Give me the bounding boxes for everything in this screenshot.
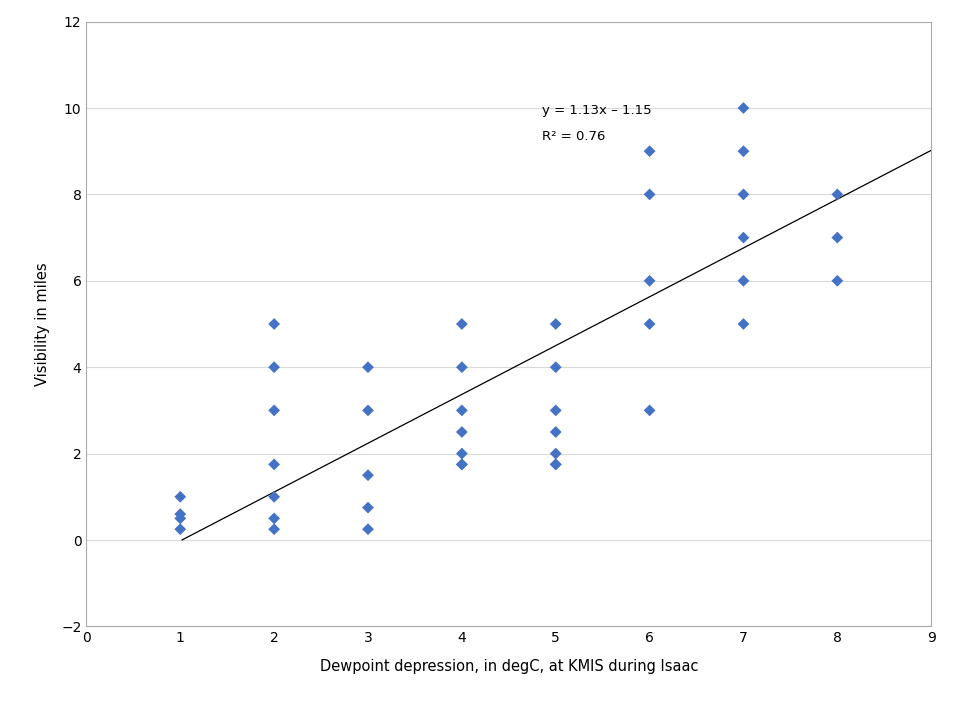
Point — [360, 502, 375, 513]
Y-axis label: Visibility in miles: Visibility in miles — [36, 262, 50, 386]
Point — [642, 405, 658, 416]
Point — [267, 523, 282, 535]
Point — [454, 405, 469, 416]
Point — [548, 361, 564, 373]
Point — [454, 426, 469, 438]
Point — [267, 318, 282, 330]
Point — [360, 469, 375, 481]
Point — [267, 405, 282, 416]
Point — [454, 361, 469, 373]
Point — [642, 145, 658, 157]
Point — [548, 405, 564, 416]
Point — [454, 459, 469, 470]
Point — [173, 513, 188, 524]
Point — [454, 448, 469, 459]
Point — [173, 508, 188, 520]
Point — [642, 318, 658, 330]
Point — [829, 232, 845, 243]
Point — [642, 189, 658, 200]
Point — [454, 318, 469, 330]
Point — [548, 459, 564, 470]
Point — [548, 426, 564, 438]
Point — [548, 448, 564, 459]
Point — [735, 232, 751, 243]
Point — [454, 459, 469, 470]
Point — [735, 145, 751, 157]
Point — [173, 491, 188, 503]
Point — [735, 102, 751, 114]
Point — [267, 513, 282, 524]
Point — [642, 275, 658, 287]
Point — [267, 491, 282, 503]
Point — [360, 523, 375, 535]
Point — [735, 318, 751, 330]
Point — [267, 459, 282, 470]
Point — [548, 318, 564, 330]
Point — [548, 459, 564, 470]
Text: R² = 0.76: R² = 0.76 — [541, 130, 605, 143]
Point — [735, 189, 751, 200]
X-axis label: Dewpoint depression, in degC, at KMIS during Isaac: Dewpoint depression, in degC, at KMIS du… — [320, 659, 698, 674]
Text: y = 1.13x – 1.15: y = 1.13x – 1.15 — [541, 104, 651, 117]
Point — [173, 523, 188, 535]
Point — [829, 189, 845, 200]
Point — [267, 361, 282, 373]
Point — [360, 361, 375, 373]
Point — [360, 405, 375, 416]
Point — [829, 275, 845, 287]
Point — [735, 275, 751, 287]
